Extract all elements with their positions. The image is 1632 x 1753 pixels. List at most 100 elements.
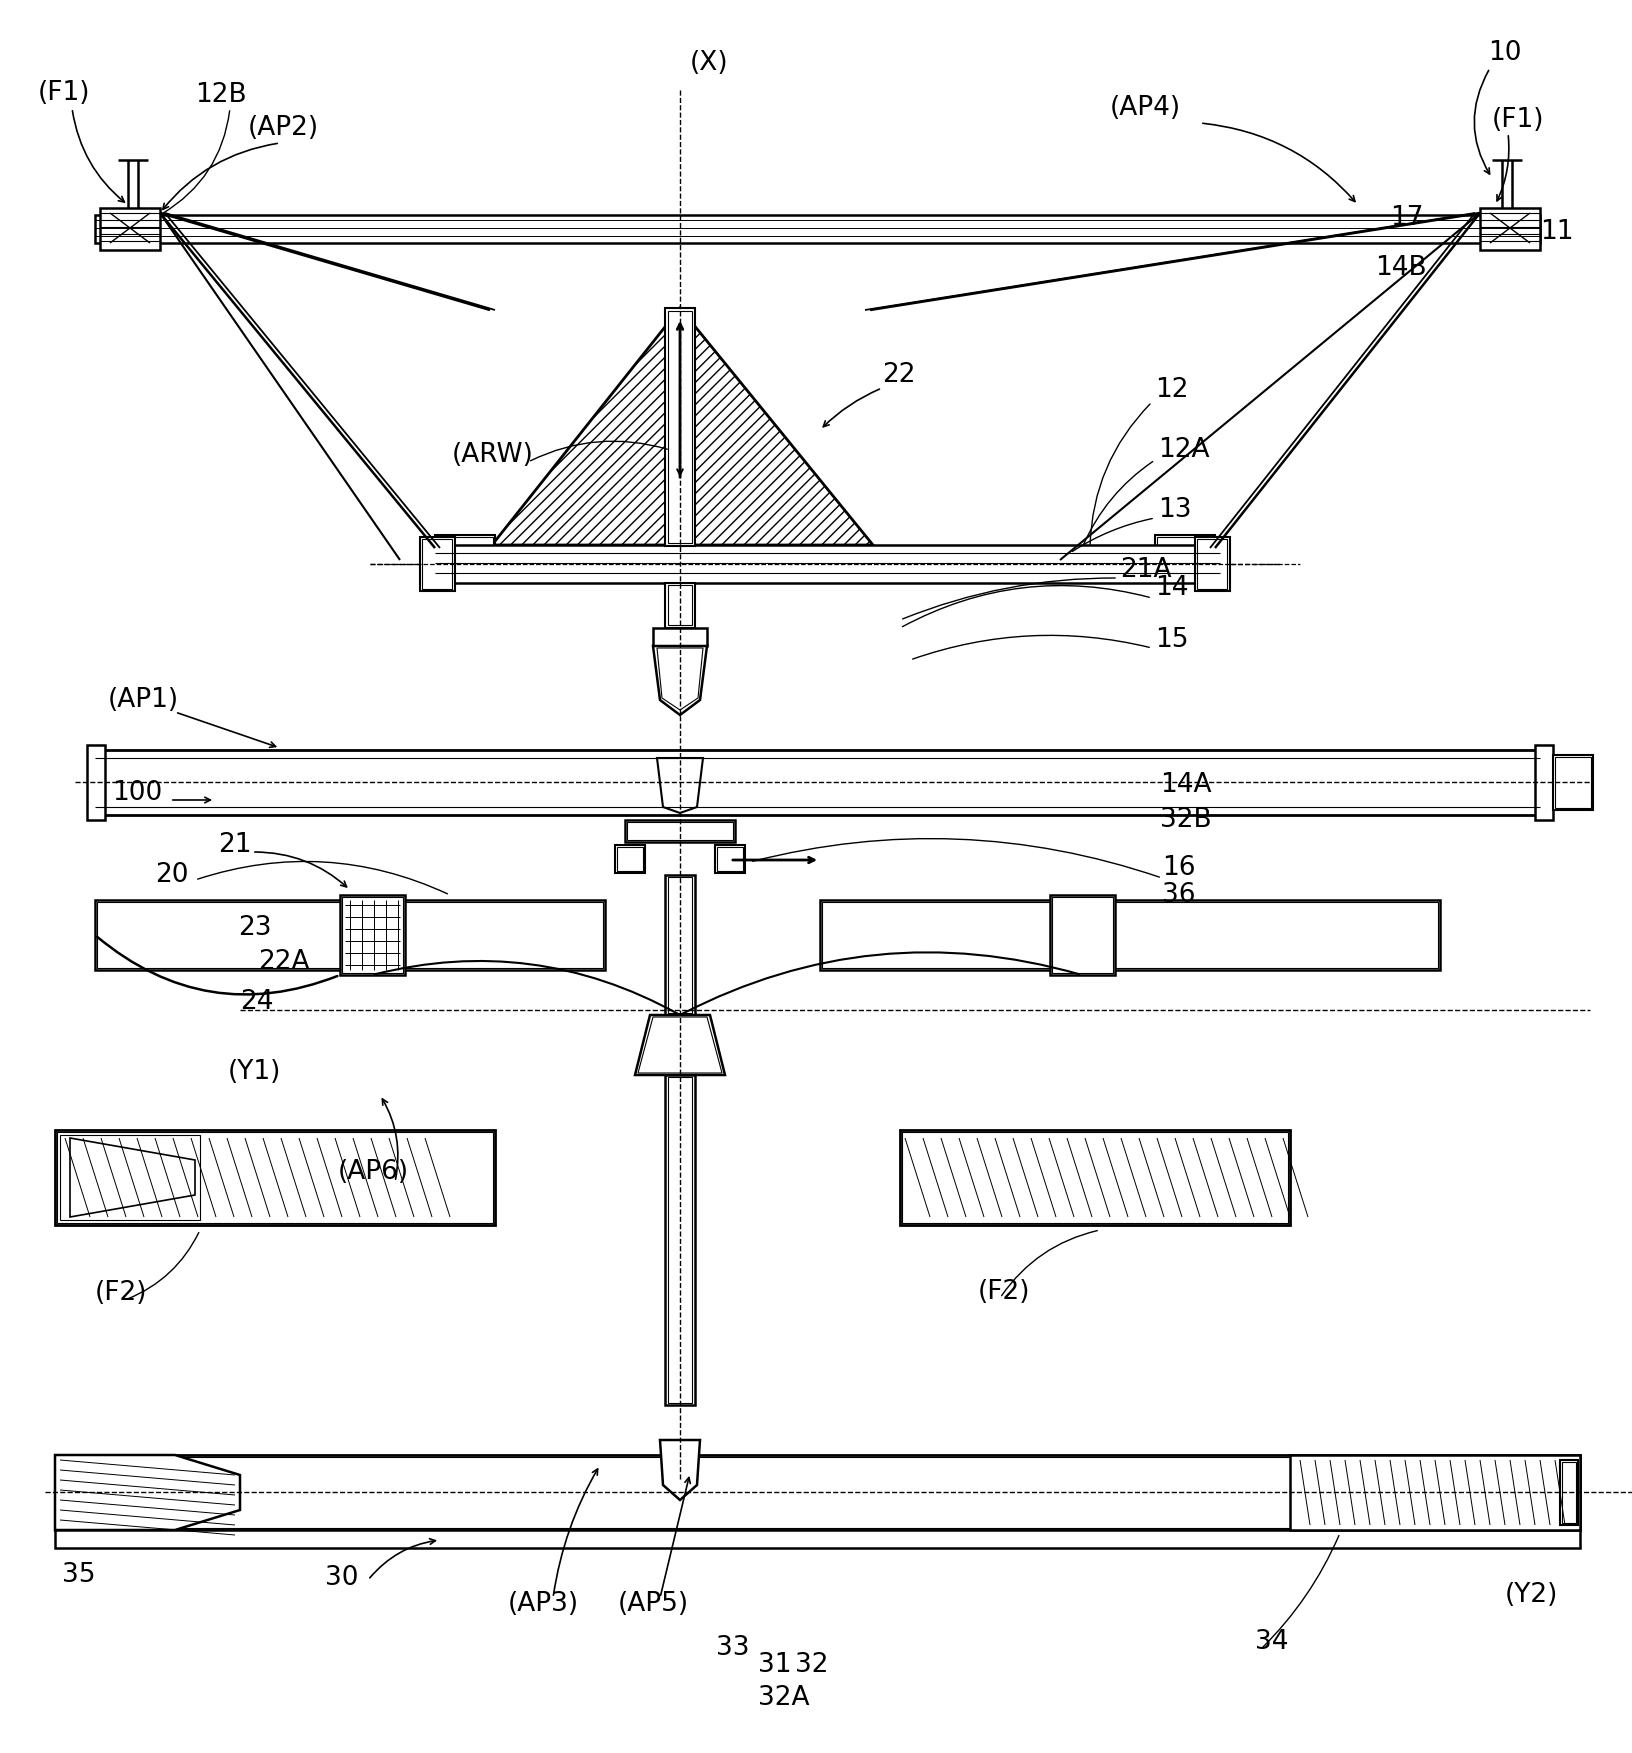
FancyArrowPatch shape: [682, 952, 1079, 1013]
Bar: [625, 820, 734, 841]
Text: (AP3): (AP3): [508, 1592, 579, 1616]
Bar: [1157, 536, 1213, 556]
Text: 23: 23: [238, 915, 271, 941]
Bar: [419, 536, 455, 591]
FancyArrowPatch shape: [98, 936, 338, 994]
Bar: [617, 847, 643, 871]
Bar: [339, 896, 405, 975]
Polygon shape: [491, 309, 873, 545]
Bar: [96, 903, 602, 968]
Polygon shape: [658, 649, 703, 710]
Bar: [95, 216, 1541, 244]
Bar: [55, 1530, 1580, 1548]
Bar: [667, 876, 692, 1013]
FancyArrowPatch shape: [1072, 519, 1152, 552]
Text: 32B: 32B: [1160, 806, 1211, 833]
Bar: [715, 845, 744, 873]
Bar: [95, 750, 1541, 815]
Bar: [819, 899, 1439, 969]
Text: 34: 34: [1255, 1629, 1289, 1655]
Polygon shape: [55, 1455, 240, 1530]
Text: 36: 36: [1162, 882, 1196, 908]
Bar: [1155, 535, 1214, 557]
Bar: [1562, 1462, 1577, 1523]
Text: 10: 10: [1488, 40, 1521, 67]
Text: (F1): (F1): [1492, 107, 1544, 133]
Text: 12A: 12A: [1159, 436, 1209, 463]
Text: (AP2): (AP2): [248, 116, 320, 140]
Bar: [1554, 756, 1593, 810]
Polygon shape: [653, 647, 707, 715]
Bar: [436, 535, 494, 557]
Bar: [343, 898, 403, 973]
Text: 30: 30: [325, 1565, 359, 1592]
Bar: [667, 310, 692, 543]
FancyArrowPatch shape: [197, 861, 447, 894]
FancyArrowPatch shape: [902, 578, 1115, 619]
Bar: [423, 538, 452, 589]
Text: 14A: 14A: [1160, 771, 1211, 798]
FancyArrowPatch shape: [912, 635, 1149, 659]
FancyArrowPatch shape: [752, 838, 1159, 876]
Bar: [57, 1457, 1578, 1529]
Text: (F1): (F1): [38, 81, 90, 105]
Text: (AP1): (AP1): [108, 687, 180, 713]
Text: 21: 21: [219, 833, 251, 857]
Bar: [627, 822, 733, 840]
Text: 22: 22: [881, 363, 916, 387]
FancyArrowPatch shape: [902, 586, 1149, 626]
Text: 11: 11: [1541, 219, 1573, 245]
Text: 31: 31: [757, 1651, 792, 1678]
Bar: [667, 1076, 692, 1402]
FancyArrowPatch shape: [530, 442, 667, 461]
Text: (X): (X): [690, 51, 728, 75]
Polygon shape: [635, 1015, 725, 1075]
Bar: [1560, 1460, 1578, 1525]
Text: 35: 35: [62, 1562, 96, 1588]
Text: 32A: 32A: [757, 1685, 809, 1711]
Bar: [1053, 898, 1113, 973]
FancyArrowPatch shape: [163, 110, 230, 214]
Bar: [1536, 745, 1554, 820]
Bar: [1480, 209, 1541, 251]
Bar: [1049, 896, 1115, 975]
Bar: [664, 309, 695, 545]
Bar: [664, 584, 695, 628]
FancyArrowPatch shape: [1090, 403, 1151, 545]
Polygon shape: [659, 1439, 700, 1501]
Bar: [823, 903, 1438, 968]
Text: (F2): (F2): [978, 1280, 1030, 1304]
Bar: [653, 628, 707, 647]
Bar: [55, 1131, 494, 1225]
Text: 33: 33: [716, 1636, 749, 1662]
Text: 22A: 22A: [258, 948, 310, 975]
Text: (F2): (F2): [95, 1280, 147, 1306]
Bar: [615, 845, 645, 873]
Bar: [1195, 536, 1231, 591]
Text: 14B: 14B: [1376, 254, 1426, 280]
Text: (AP4): (AP4): [1110, 95, 1182, 121]
Text: 100: 100: [113, 780, 162, 806]
Bar: [1289, 1455, 1580, 1530]
Bar: [664, 1075, 695, 1404]
Polygon shape: [60, 1134, 201, 1220]
FancyArrowPatch shape: [1262, 1536, 1338, 1648]
Text: 12B: 12B: [194, 82, 246, 109]
Bar: [664, 875, 695, 1015]
FancyArrowPatch shape: [127, 1232, 199, 1299]
Text: 15: 15: [1155, 628, 1188, 654]
Polygon shape: [638, 1017, 721, 1073]
Bar: [436, 545, 1221, 584]
Text: (Y1): (Y1): [228, 1059, 281, 1085]
Bar: [55, 1455, 1580, 1530]
Bar: [95, 899, 605, 969]
Bar: [1555, 757, 1591, 808]
Text: (ARW): (ARW): [452, 442, 534, 468]
Bar: [899, 1131, 1289, 1225]
Text: (AP5): (AP5): [619, 1592, 689, 1616]
Text: 24: 24: [240, 989, 274, 1015]
Text: 12: 12: [1155, 377, 1188, 403]
FancyArrowPatch shape: [375, 961, 677, 1013]
Bar: [902, 1132, 1288, 1224]
Text: 20: 20: [155, 862, 189, 889]
